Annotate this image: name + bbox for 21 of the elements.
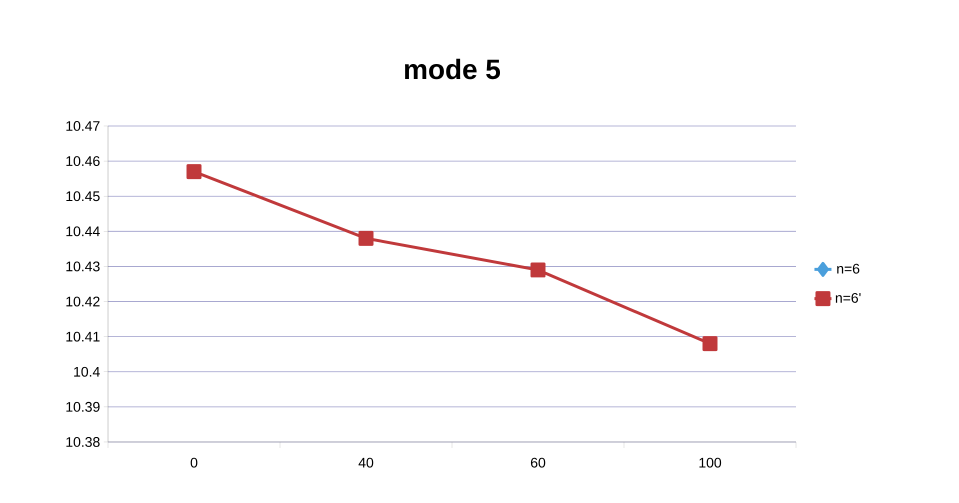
chart-title: mode 5 xyxy=(405,58,500,80)
x-tick-label: 60 xyxy=(530,458,546,468)
legend-label: n=6 xyxy=(837,264,860,274)
y-tick-label: 10.4 xyxy=(74,366,100,377)
x-tick-label: 0 xyxy=(190,458,198,468)
y-tick-label: 10.47 xyxy=(66,121,100,131)
point xyxy=(530,262,546,278)
legend-label: n=6' xyxy=(836,292,861,303)
x-tick-label: 100 xyxy=(699,458,722,468)
x-tick-label: 40 xyxy=(358,458,374,468)
point xyxy=(186,164,202,180)
point xyxy=(702,336,718,352)
y-tick-label: 10.44 xyxy=(66,226,100,236)
y-tick-label: 10.43 xyxy=(66,261,100,272)
y-tick-label: 10.42 xyxy=(66,296,100,306)
y-tick-label: 10.46 xyxy=(66,156,100,166)
y-tick-label: 10.45 xyxy=(66,191,100,202)
y-tick-label: 10.38 xyxy=(66,437,100,447)
point xyxy=(358,230,374,246)
y-tick-label: 10.39 xyxy=(66,402,100,412)
y-tick-label: 10.41 xyxy=(66,332,100,342)
